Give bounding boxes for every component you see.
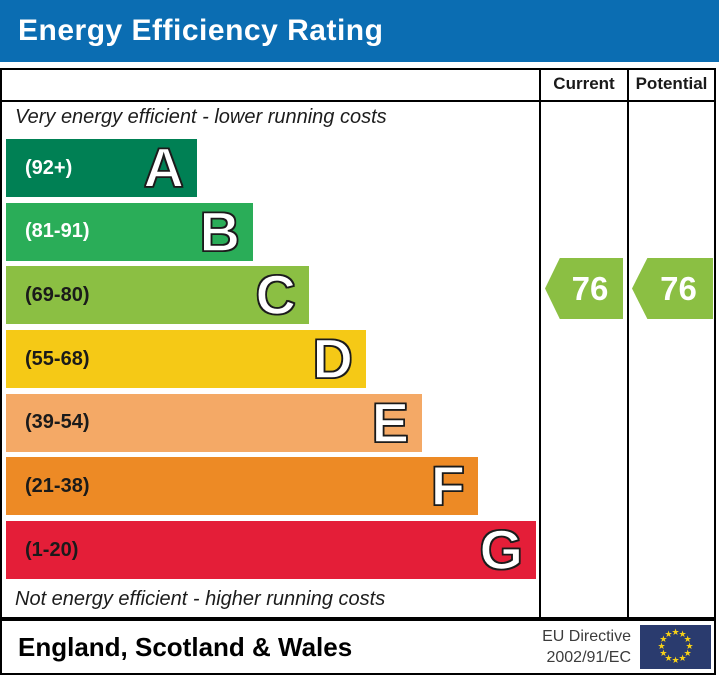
bottom-note: Not energy efficient - higher running co… [15,588,386,610]
band-range-label: (39-54) [25,411,90,434]
star-icon: ★ [683,648,692,658]
band-range-label: (81-91) [25,220,90,243]
footer-right: EU Directive 2002/91/EC ★ ★ ★ ★ ★ ★ ★ ★ … [542,625,711,669]
potential-rating-arrow: 76 [632,258,713,319]
eu-directive-label: EU Directive 2002/91/EC [542,626,631,668]
eu-directive-line2: 2002/91/EC [546,649,631,666]
potential-rating-value: 76 [660,269,697,307]
title-bar: Energy Efficiency Rating [0,0,719,62]
band-row-d: (55-68) D [6,327,366,391]
band-letter: B [199,199,241,263]
header-divider [0,100,716,102]
eu-flag-icon: ★ ★ ★ ★ ★ ★ ★ ★ ★ ★ ★ ★ [640,625,711,669]
star-icon: ★ [657,641,666,651]
band-letter: G [479,518,524,582]
star-icon: ★ [678,653,687,664]
band-row-g: (1-20) G [6,518,536,582]
star-icon: ★ [685,641,694,651]
star-icon: ★ [659,634,668,644]
band-letter: F [430,454,466,518]
footer: England, Scotland & Wales EU Directive 2… [0,619,716,675]
band-row-f: (21-38) F [6,454,478,518]
rating-bands: (92+) A (81-91) B (69-80) C (55-68) D (3… [6,136,536,585]
region-label: England, Scotland & Wales [18,631,353,662]
eu-directive-line1: EU Directive [542,628,631,645]
band-range-label: (21-38) [25,474,90,497]
star-icon: ★ [683,634,692,644]
star-icon: ★ [664,653,673,664]
page-title: Energy Efficiency Rating [18,14,384,47]
column-header-current: Current [553,74,615,93]
current-rating-value: 76 [571,269,609,307]
band-range-label: (55-68) [25,347,90,370]
star-icon: ★ [671,655,680,665]
band-row-c: (69-80) C [6,263,309,327]
star-icon: ★ [659,648,668,658]
band-letter: D [312,327,354,391]
column-header-potential: Potential [635,74,708,93]
band-letter: E [371,390,410,454]
star-icon: ★ [678,628,687,639]
band-row-a: (92+) A [6,136,197,199]
band-row-b: (81-91) B [6,199,253,263]
band-letter: A [143,136,185,199]
band-range-label: (69-80) [25,283,90,306]
current-rating-arrow: 76 [545,258,623,319]
star-icon: ★ [664,628,673,639]
top-note: Very energy efficient - lower running co… [15,106,387,128]
band-range-label: (92+) [25,156,73,179]
band-range-label: (1-20) [25,538,79,561]
column-divider-current [539,68,541,619]
column-divider-potential [627,68,629,619]
star-icon: ★ [671,627,680,637]
band-row-e: (39-54) E [6,390,422,454]
band-letter: C [255,263,297,327]
